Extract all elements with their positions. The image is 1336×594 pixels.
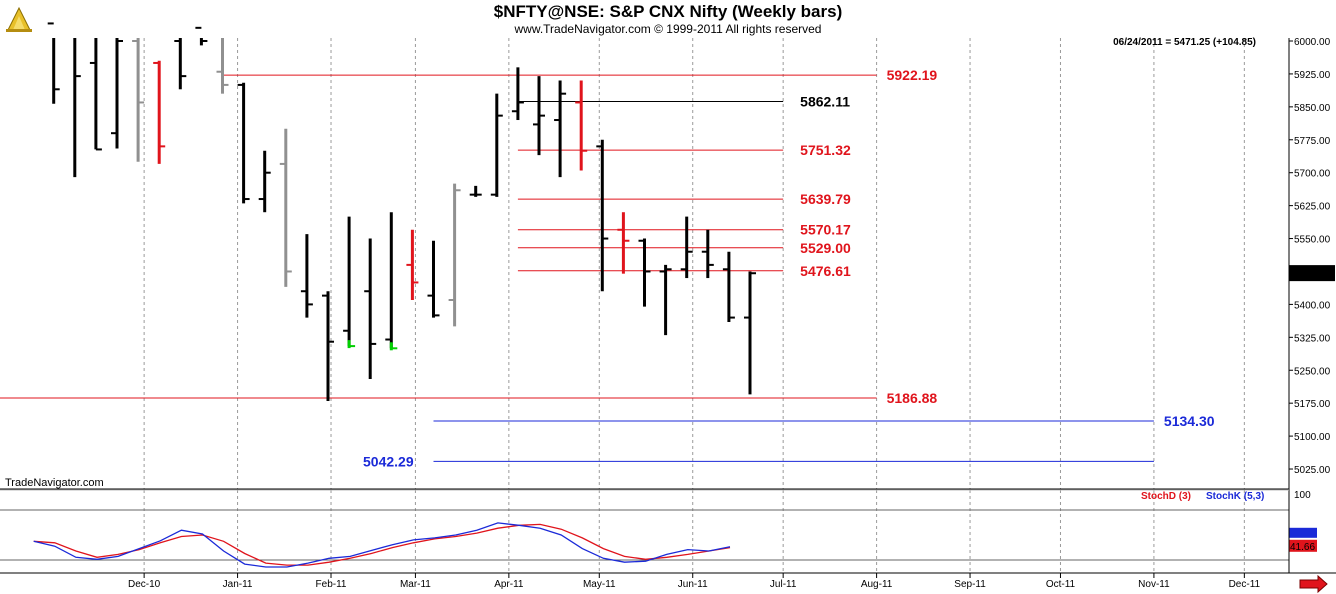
chart-title: $NFTY@NSE: S&P CNX Nifty (Weekly bars) bbox=[493, 2, 843, 21]
y-tick-label: 5550.00 bbox=[1294, 235, 1331, 246]
stochd-value-box bbox=[1289, 539, 1317, 552]
last-price-stamp: 06/24/2011 = 5471.25 (+104.85) bbox=[1113, 37, 1256, 48]
y-tick-label: 5325.00 bbox=[1294, 333, 1331, 344]
level-label: 5476.61 bbox=[800, 263, 851, 279]
chart-subtitle: www.TradeNavigator.com © 1999-2011 All r… bbox=[514, 22, 822, 36]
stoch-y-tick-label: 100 bbox=[1294, 490, 1311, 501]
y-tick-label: 5775.00 bbox=[1294, 136, 1331, 147]
x-tick-label: Feb-11 bbox=[316, 579, 347, 590]
gold-tripod-logo-icon[interactable] bbox=[4, 4, 34, 34]
last-price-label: 5471.25 bbox=[1291, 269, 1328, 280]
x-tick-label: Jul-11 bbox=[770, 579, 797, 590]
x-tick-label: Jun-11 bbox=[678, 579, 708, 590]
y-tick-label: 5250.00 bbox=[1294, 366, 1331, 377]
stochk-legend: StochK (5,3) bbox=[1206, 491, 1265, 502]
x-tick-label: Apr-11 bbox=[494, 579, 524, 590]
stoch-line bbox=[33, 523, 731, 566]
x-tick-label: Jan-11 bbox=[223, 579, 253, 590]
level-label: 5862.11 bbox=[800, 94, 850, 110]
chart-header: $NFTY@NSE: S&P CNX Nifty (Weekly bars) w… bbox=[0, 0, 1336, 38]
stochastic-panel: 41.66 bbox=[0, 509, 1317, 568]
grid-layer bbox=[143, 38, 1245, 573]
x-tick-label: Nov-11 bbox=[1138, 579, 1170, 590]
y-tick-label: 5400.00 bbox=[1294, 300, 1331, 311]
y-tick-label: 6000.00 bbox=[1294, 37, 1331, 48]
level-lines: 5922.19 5862.11 5751.32 5639.79 5570.17 5529.… bbox=[0, 67, 1215, 469]
y-tick-label: 5100.00 bbox=[1294, 432, 1331, 443]
y-tick-label: 5925.00 bbox=[1294, 70, 1331, 81]
level-label: 5529.00 bbox=[800, 240, 851, 256]
y-tick-label: 5175.00 bbox=[1294, 399, 1331, 410]
stoch-last-value-label: 41.66 bbox=[1290, 542, 1315, 553]
y-tick-label: 5850.00 bbox=[1294, 103, 1331, 114]
scroll-right-arrow-icon[interactable] bbox=[1299, 574, 1328, 594]
last-price-box bbox=[1289, 265, 1335, 282]
x-tick-label: Sep-11 bbox=[954, 579, 986, 590]
watermark: TradeNavigator.com bbox=[5, 477, 104, 489]
level-label: 5751.32 bbox=[800, 142, 851, 158]
y-tick-label: 5700.00 bbox=[1294, 169, 1331, 180]
level-label: 5922.19 bbox=[887, 67, 938, 83]
price-bars bbox=[47, 22, 756, 401]
x-tick-label: Dec-10 bbox=[128, 579, 161, 590]
y-tick-label: 5625.00 bbox=[1294, 202, 1331, 213]
x-tick-label: Aug-11 bbox=[861, 579, 893, 590]
x-tick-label: May-11 bbox=[583, 579, 616, 590]
axes: Dec-10 Jan-11 Feb-11 Mar-11 Apr-11 May-11 Jun-… bbox=[0, 37, 1336, 594]
level-label: 5042.29 bbox=[363, 453, 414, 469]
stochk-value-box bbox=[1289, 527, 1317, 538]
level-label: 5639.79 bbox=[800, 191, 851, 207]
stochd-legend: StochD (3) bbox=[1141, 491, 1191, 502]
x-tick-label: Dec-11 bbox=[1229, 579, 1261, 590]
x-tick-label: Oct-11 bbox=[1046, 579, 1076, 590]
y-tick-label: 5025.00 bbox=[1294, 465, 1331, 476]
stoch-line bbox=[33, 522, 731, 568]
level-label: 5134.30 bbox=[1164, 413, 1215, 429]
x-tick-label: Mar-11 bbox=[400, 579, 431, 590]
level-label: 5570.17 bbox=[800, 222, 851, 238]
level-label: 5186.88 bbox=[887, 390, 938, 406]
